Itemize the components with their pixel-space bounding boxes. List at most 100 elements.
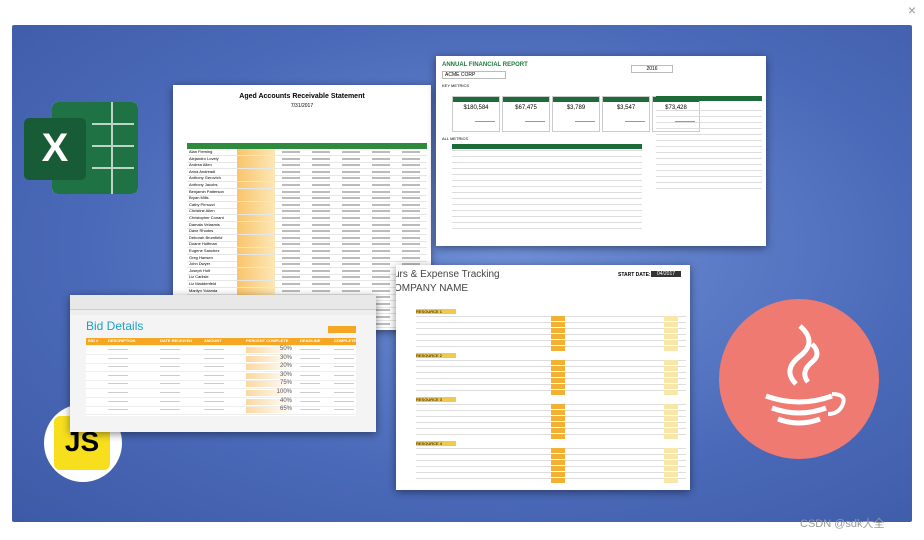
resource-head: RESOURCE 1 [416, 309, 456, 314]
resource-cell [551, 466, 565, 471]
add-button[interactable] [328, 326, 356, 333]
cell-line [312, 164, 330, 167]
cell-line [312, 203, 330, 206]
resource-cell [551, 316, 565, 321]
cell-line [160, 374, 180, 376]
amount-cell [237, 155, 275, 162]
aged-row: Andrea Allen [187, 162, 427, 170]
cell-line [300, 400, 320, 402]
percent: 30% [279, 354, 292, 361]
cell-line [372, 157, 390, 160]
cell-line [160, 366, 180, 368]
resource-cell [664, 346, 678, 351]
sparkline [625, 121, 645, 122]
cell-line [312, 223, 330, 226]
cell-line [160, 349, 180, 350]
percent-bar [246, 381, 292, 388]
report-title: ANNUAL FINANCIAL REPORT [442, 62, 528, 68]
cell-line [204, 366, 224, 368]
cell-line [372, 283, 390, 285]
resource-cell [664, 466, 678, 471]
cell-line [402, 151, 420, 153]
cell-line [300, 392, 320, 393]
resource-cell [551, 428, 565, 433]
cell-line [334, 366, 354, 368]
cell-line [372, 164, 390, 167]
amount-cell [237, 267, 275, 274]
amount-cell [237, 182, 275, 188]
cell-line [402, 190, 420, 193]
customer-name: Christopher Conant [189, 215, 224, 220]
aged-row: Christine Allen [187, 208, 427, 216]
resource-cell [664, 422, 678, 427]
cell-line [282, 243, 300, 246]
cell-line [282, 210, 300, 213]
cell-line [160, 357, 180, 359]
report-line [452, 162, 642, 163]
percent: 50% [279, 346, 292, 352]
tracking-title: urs & Expense Tracking [396, 269, 500, 280]
cell-line [402, 217, 420, 219]
report-line [452, 204, 642, 205]
report-line [452, 222, 642, 223]
aged-row: Benjamin Patterson [187, 188, 427, 196]
customer-name: Greg Hansen [189, 254, 213, 260]
customer-name: Marilyn Yolanda [189, 287, 218, 293]
resource-cell [551, 390, 565, 395]
bid-header: PERCENT COMPLETE [246, 338, 289, 343]
cell-line [312, 243, 330, 246]
resource-cell [664, 428, 678, 433]
side-line [656, 188, 762, 189]
cell-line [372, 250, 390, 252]
cell-line [402, 256, 420, 259]
cell-line [342, 177, 360, 180]
cell-line [372, 223, 390, 226]
cell-line [282, 269, 300, 272]
aged-row: Damala Velasmis [187, 221, 427, 229]
resource-cell [551, 478, 565, 483]
cell-line [282, 289, 300, 292]
bid-row: 100% [86, 389, 356, 398]
cell-line [300, 349, 320, 350]
cell-line [312, 184, 330, 186]
customer-name: Anthony Gerovich [189, 175, 221, 181]
cell-line [282, 236, 300, 239]
resource-cell [551, 460, 565, 465]
cell-line [334, 392, 354, 393]
cell-line [372, 263, 390, 266]
report-line [452, 192, 642, 193]
cell-line [402, 230, 420, 233]
cell-line [372, 177, 390, 180]
aged-row: Alan Fleming [187, 149, 427, 156]
cell-line [108, 374, 128, 376]
aged-row: Bryan Mills [187, 195, 427, 203]
customer-name: Alejandro Lovely [189, 155, 219, 161]
metric-value: $3,789 [566, 105, 586, 111]
cell-line [372, 203, 390, 206]
cell-line [372, 190, 390, 193]
cell-line [342, 250, 360, 252]
resource-cell [551, 472, 565, 477]
report-company: ACME CORP [442, 71, 506, 79]
cell-line [402, 250, 420, 252]
cell-line [108, 357, 128, 359]
report-key: KEY METRICS [442, 83, 470, 88]
metric-head [553, 97, 599, 102]
excel-logo: X [24, 102, 138, 194]
cell-line [402, 223, 420, 226]
aged-date: 7/31/2017 [290, 103, 314, 109]
cell-line [342, 243, 360, 246]
cell-line [342, 170, 360, 173]
cell-line [312, 256, 330, 259]
customer-name: Dave Rhodes [189, 228, 214, 234]
customer-name: Eugene Sanchez [189, 248, 220, 253]
bid-header: DATE RECEIVED [160, 338, 193, 343]
resource-cell [551, 416, 565, 421]
customer-name: Deborah Brumfield [189, 234, 223, 240]
resource-cell [664, 360, 678, 365]
close-icon[interactable]: × [907, 2, 916, 18]
cell-line [282, 230, 300, 233]
sparkline [675, 121, 695, 122]
sparkline [525, 121, 545, 122]
cell-line [300, 383, 320, 385]
